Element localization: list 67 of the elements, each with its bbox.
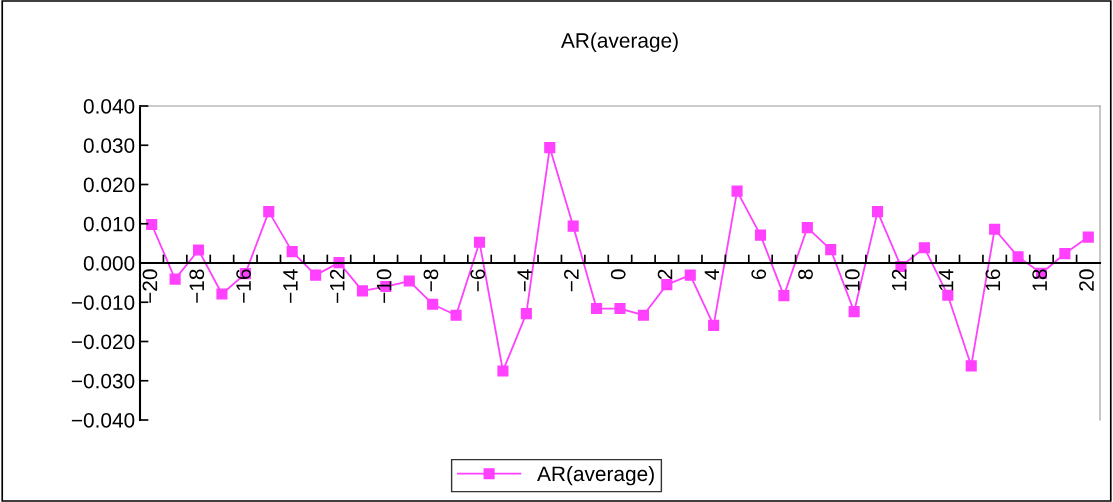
- point: [825, 244, 837, 256]
- chart-title: AR(average): [560, 32, 678, 52]
- point: [1012, 251, 1024, 263]
- point: [169, 273, 181, 285]
- y-tick-label: 0.040: [83, 99, 135, 114]
- point: [848, 306, 860, 318]
- point: [1082, 231, 1094, 243]
- point: [263, 206, 275, 218]
- y-tick-label: 0.030: [83, 138, 135, 153]
- point: [403, 275, 415, 287]
- point: [872, 206, 884, 218]
- point: [192, 244, 205, 256]
- point: [216, 288, 228, 300]
- point: [614, 302, 626, 315]
- point: [778, 290, 790, 302]
- y-tick-label: 0.020: [83, 177, 135, 193]
- x-tick-label: −6: [470, 269, 486, 292]
- point: [286, 246, 298, 258]
- x-tick-label: 10: [844, 269, 860, 291]
- point: [544, 142, 556, 154]
- x-tick-label: 20: [1079, 269, 1094, 291]
- x-tick-label: 4: [704, 269, 720, 280]
- x-tick-label: −14: [283, 269, 298, 303]
- point: [497, 365, 509, 377]
- point: [567, 220, 579, 232]
- point: [637, 309, 649, 321]
- x-tick-label: −2: [564, 269, 579, 292]
- x-tick-label: 12: [891, 269, 907, 291]
- point: [356, 285, 368, 297]
- x-tick-label: 18: [1032, 269, 1048, 291]
- y-tick-label: −0.040: [71, 413, 135, 428]
- x-tick-label: 2: [657, 269, 673, 280]
- x-tick-label: −20: [142, 269, 158, 303]
- point: [1059, 248, 1071, 260]
- point: [754, 229, 767, 241]
- x-tick-label: 14: [938, 269, 954, 291]
- y-tick-label: −0.030: [71, 373, 135, 389]
- point: [520, 308, 532, 320]
- x-tick-label: 16: [985, 269, 1001, 291]
- point: [989, 223, 1001, 235]
- point: [427, 298, 439, 310]
- point: [473, 236, 486, 248]
- point: [731, 185, 743, 197]
- point: [684, 269, 696, 281]
- legend-label: AR(average): [537, 465, 654, 486]
- y-tick-label: −0.020: [71, 334, 135, 350]
- x-tick-label: 0: [610, 269, 626, 280]
- y-tick-label: −0.010: [71, 295, 135, 310]
- x-tick-label: 6: [751, 269, 767, 280]
- point: [708, 319, 720, 331]
- point: [918, 242, 930, 254]
- point: [661, 279, 673, 291]
- x-tick-label: −18: [189, 269, 205, 303]
- x-tick-label: −16: [236, 269, 251, 303]
- point: [965, 360, 977, 372]
- point: [310, 269, 322, 281]
- point: [450, 309, 462, 321]
- x-tick-label: −4: [517, 269, 532, 292]
- x-tick-label: −8: [423, 269, 439, 292]
- point: [801, 222, 813, 234]
- y-tick-label: 0.000: [83, 256, 135, 271]
- x-tick-label: −12: [329, 269, 345, 303]
- x-tick-label: −10: [376, 269, 392, 303]
- point: [591, 302, 603, 315]
- x-tick-label: 8: [798, 269, 813, 280]
- y-tick-label: 0.010: [83, 216, 135, 232]
- point: [146, 218, 158, 231]
